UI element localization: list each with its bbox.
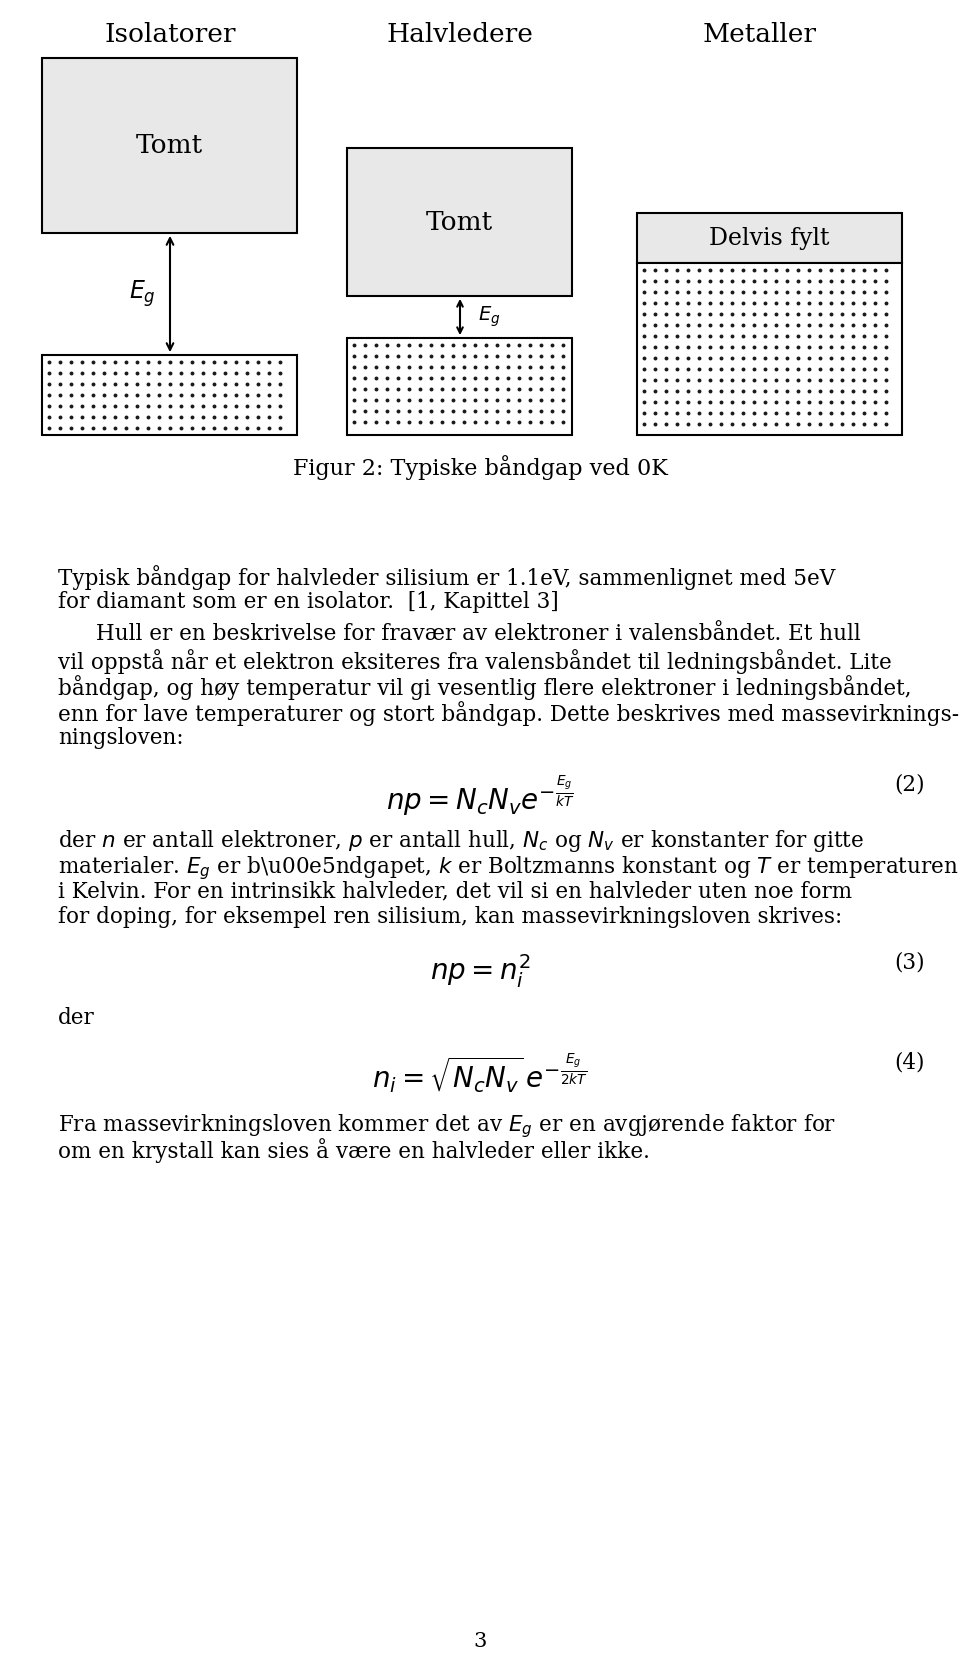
Bar <box>347 338 572 436</box>
Text: Halvledere: Halvledere <box>387 22 534 47</box>
Bar <box>42 58 297 233</box>
Text: vil oppstå når et elektron eksiteres fra valensbåndet til ledningsbåndet. Lite: vil oppstå når et elektron eksiteres fra… <box>58 649 892 674</box>
Text: Fra massevirkningsloven kommer det av $E_g$ er en avgjørende faktor for: Fra massevirkningsloven kommer det av $E… <box>58 1113 836 1139</box>
Text: for doping, for eksempel ren silisium, kan massevirkningsloven skrives:: for doping, for eksempel ren silisium, k… <box>58 906 842 928</box>
Bar <box>42 354 297 436</box>
Text: Isolatorer: Isolatorer <box>105 22 236 47</box>
Text: for diamant som er en isolator.  [1, Kapittel 3]: for diamant som er en isolator. [1, Kapi… <box>58 590 559 614</box>
Text: Figur 2: Typiske båndgap ved 0K: Figur 2: Typiske båndgap ved 0K <box>293 456 667 481</box>
Text: 3: 3 <box>473 1631 487 1651</box>
Text: Delvis fylt: Delvis fylt <box>709 226 829 249</box>
Text: $E_g$: $E_g$ <box>478 304 500 329</box>
Text: om en krystall kan sies å være en halvleder eller ikke.: om en krystall kan sies å være en halvle… <box>58 1137 650 1162</box>
Text: ningsloven:: ningsloven: <box>58 727 183 748</box>
Text: materialer. $E_g$ er b\u00e5ndgapet, $k$ er Boltzmanns konstant og $T$ er temper: materialer. $E_g$ er b\u00e5ndgapet, $k$… <box>58 855 959 881</box>
Text: Metaller: Metaller <box>703 22 817 47</box>
Text: der $n$ er antall elektroner, $p$ er antall hull, $N_c$ og $N_v$ er konstanter f: der $n$ er antall elektroner, $p$ er ant… <box>58 828 864 855</box>
Text: $np = n_i^2$: $np = n_i^2$ <box>430 951 530 989</box>
Text: Typisk båndgap for halvleder silisium er 1.1eV, sammenlignet med 5eV: Typisk båndgap for halvleder silisium er… <box>58 565 835 590</box>
Text: (2): (2) <box>895 773 925 795</box>
Text: $np = N_c N_v e^{-\frac{E_g}{kT}}$: $np = N_c N_v e^{-\frac{E_g}{kT}}$ <box>386 773 574 818</box>
Text: der: der <box>58 1008 95 1029</box>
Text: (3): (3) <box>895 951 925 975</box>
Text: (4): (4) <box>895 1053 925 1074</box>
Text: båndgap, og høy temperatur vil gi vesentlig flere elektroner i ledningsbåndet,: båndgap, og høy temperatur vil gi vesent… <box>58 675 911 700</box>
Text: Tomt: Tomt <box>136 133 204 158</box>
Bar <box>347 148 572 296</box>
Text: Tomt: Tomt <box>426 210 493 234</box>
Text: $E_g$: $E_g$ <box>129 279 156 309</box>
Text: enn for lave temperaturer og stort båndgap. Dette beskrives med massevirknings-: enn for lave temperaturer og stort båndg… <box>58 702 959 727</box>
Text: $n_i = \sqrt{N_c N_v}\,e^{-\frac{E_g}{2kT}}$: $n_i = \sqrt{N_c N_v}\,e^{-\frac{E_g}{2k… <box>372 1053 588 1096</box>
Bar <box>637 213 902 263</box>
Text: i Kelvin. For en intrinsikk halvleder, det vil si en halvleder uten noe form: i Kelvin. For en intrinsikk halvleder, d… <box>58 880 852 901</box>
Bar <box>637 263 902 436</box>
Text: Hull er en beskrivelse for fravær av elektroner i valensbåndet. Et hull: Hull er en beskrivelse for fravær av ele… <box>96 624 861 645</box>
